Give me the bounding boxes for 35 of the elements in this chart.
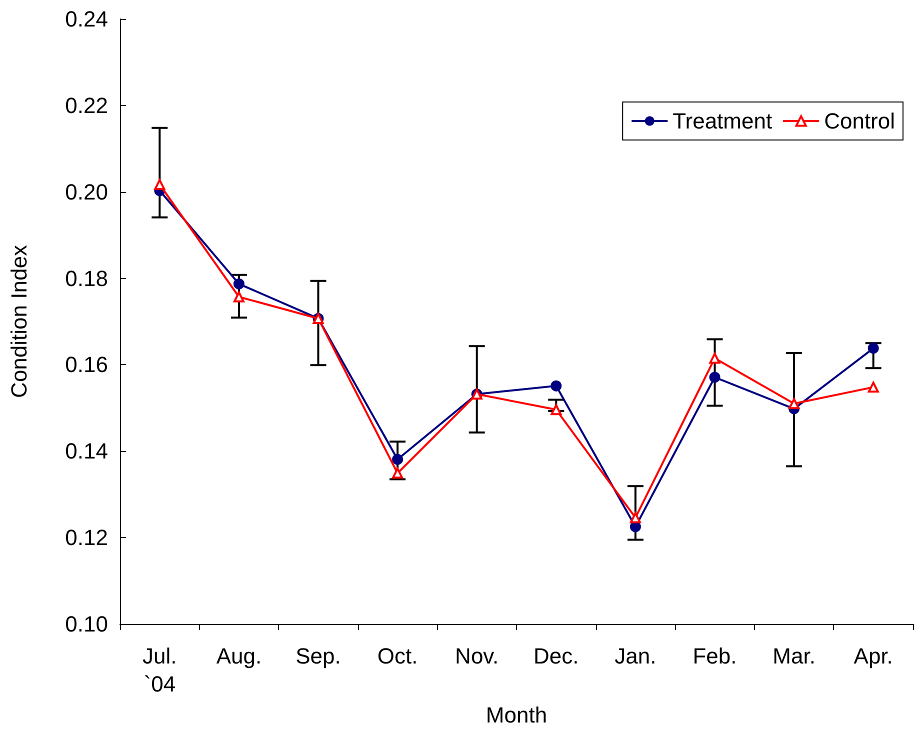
y-tick-label: 0.16: [65, 352, 108, 378]
point: [868, 342, 879, 354]
point: [154, 179, 166, 190]
y-tick-label: 0.18: [65, 266, 108, 291]
point: [630, 512, 641, 524]
point: [233, 291, 244, 302]
point: [709, 372, 720, 383]
point: [868, 382, 879, 393]
x-tick-label: Aug.: [216, 644, 262, 668]
y-tick-label: 0.20: [65, 179, 108, 204]
y-tick-label: 0.10: [65, 612, 108, 636]
x-tick-label: Oct.: [377, 644, 418, 668]
point: [392, 454, 404, 465]
y-axis-title: Condition Index: [6, 245, 32, 398]
x-tick-label: Mar.: [772, 644, 816, 668]
point: [550, 404, 562, 416]
x-tick-label: Jan.: [614, 644, 656, 668]
x-tick-label: Sep.: [296, 644, 341, 668]
x-axis-title: Month: [486, 702, 548, 728]
point: [392, 468, 404, 479]
point: [233, 278, 244, 290]
point: [550, 380, 562, 392]
x-tick-label: Nov.: [455, 644, 499, 668]
point: [788, 398, 800, 410]
y-tick-label: 0.22: [65, 92, 108, 118]
y-tick-label: 0.24: [65, 6, 108, 32]
x-tick-label: Apr.: [854, 644, 893, 668]
legend-label: Treatment: [672, 108, 772, 134]
x-tick-label: Jul. `04: [142, 644, 177, 696]
y-tick-label: 0.14: [65, 438, 108, 464]
legend-label: Control: [824, 108, 895, 134]
point: [709, 352, 720, 364]
y-tick-label: 0.12: [65, 525, 108, 550]
x-tick-label: Feb.: [692, 644, 737, 668]
x-tick-label: Dec.: [534, 644, 579, 668]
